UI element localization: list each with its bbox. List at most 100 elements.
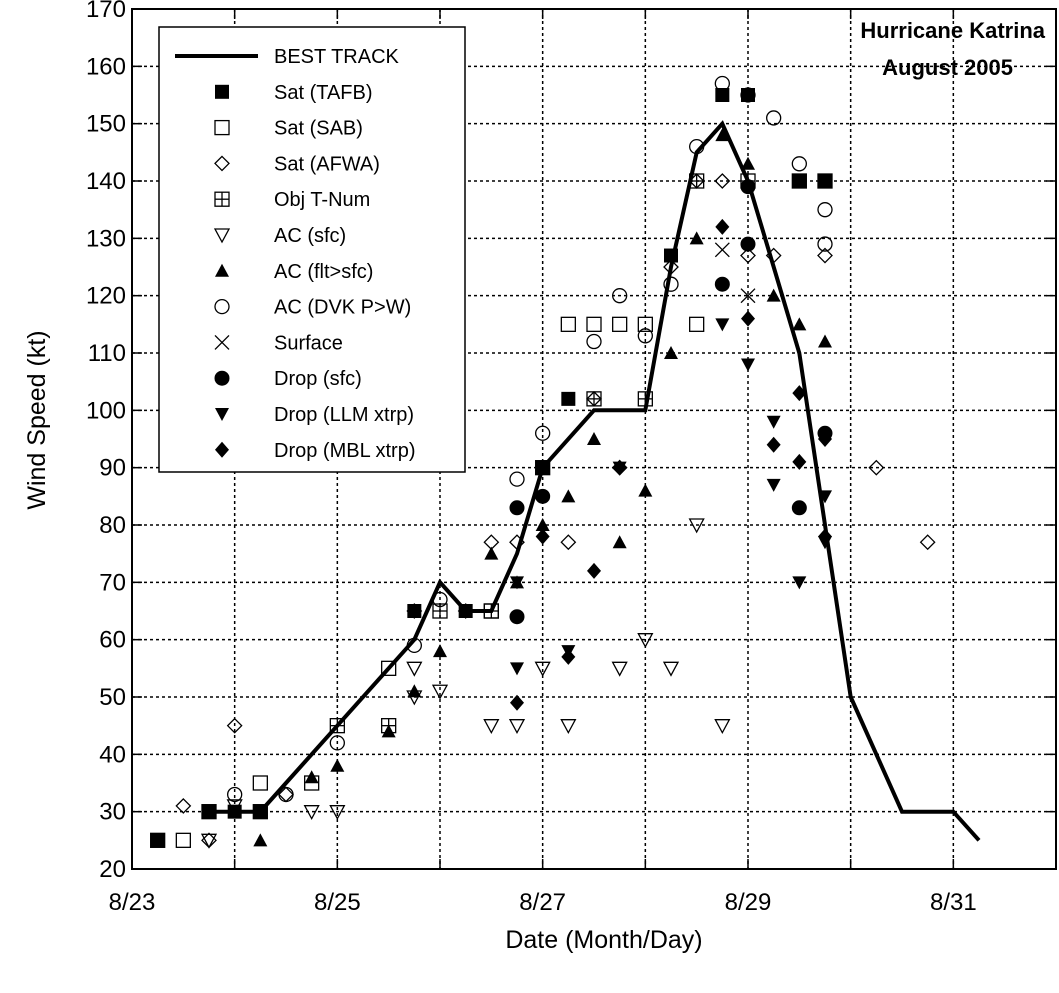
chart-title-line-2: August 2005 bbox=[882, 55, 1013, 80]
legend-item-obj-t-num: Obj T-Num bbox=[214, 189, 370, 211]
drop-mbl-xtrp-point bbox=[818, 528, 832, 545]
legend-item-best-track: BEST TRACK bbox=[175, 46, 400, 68]
y-tick-label: 50 bbox=[99, 684, 126, 711]
ac-sfc-point bbox=[431, 684, 449, 700]
drop-mbl-xtrp-point bbox=[766, 436, 781, 453]
drop-sfc-point bbox=[535, 488, 551, 504]
ac-sfc-point bbox=[637, 633, 654, 649]
y-tick-label: 40 bbox=[99, 741, 126, 768]
ac-sfc-point bbox=[303, 805, 320, 821]
y-tick-label: 100 bbox=[86, 397, 126, 424]
legend-swatch bbox=[214, 191, 230, 207]
ac-flt-sfc-point bbox=[741, 156, 755, 170]
obj-t-num-point bbox=[535, 460, 551, 476]
legend-label: AC (flt>sfc) bbox=[274, 261, 373, 283]
sat-tafb-point bbox=[458, 604, 473, 618]
legend-label: Sat (TAFB) bbox=[274, 82, 373, 104]
legend-swatch bbox=[215, 441, 229, 458]
y-tick-label: 90 bbox=[99, 455, 126, 482]
drop-llm-xtrp-point bbox=[741, 358, 755, 372]
ac-flt-sfc-point bbox=[535, 518, 550, 531]
obj-t-num-point bbox=[817, 173, 833, 189]
sat-afwa-point bbox=[765, 247, 782, 264]
sat-afwa-point bbox=[175, 798, 192, 814]
ac-dvk-p-w-point bbox=[817, 202, 833, 218]
obj-t-num-point bbox=[791, 173, 807, 189]
x-tick-label: 8/23 bbox=[109, 889, 156, 916]
sat-afwa-point bbox=[714, 173, 731, 189]
ac-flt-sfc-point bbox=[407, 684, 422, 698]
y-tick-label: 170 bbox=[86, 0, 126, 23]
drop-sfc-point bbox=[714, 276, 730, 292]
sat-afwa-point bbox=[817, 247, 833, 264]
sat-sab-point bbox=[689, 316, 705, 332]
legend-item-drop-mbl-xtrp: Drop (MBL xtrp) bbox=[215, 440, 416, 462]
obj-t-num-point bbox=[689, 173, 705, 189]
drop-mbl-xtrp-point bbox=[612, 459, 627, 476]
legend-item-sat-sab: Sat (SAB) bbox=[214, 118, 363, 140]
x-tick-label: 8/31 bbox=[930, 889, 977, 916]
ac-sfc-point bbox=[226, 799, 243, 815]
sat-afwa-point bbox=[740, 247, 756, 264]
drop-mbl-xtrp-point bbox=[792, 453, 807, 470]
drop-llm-xtrp-point bbox=[510, 662, 524, 676]
chart-title-line-1: Hurricane Katrina bbox=[860, 18, 1045, 43]
series-sat-sab bbox=[150, 316, 705, 848]
ac-sfc-point bbox=[714, 719, 731, 735]
ac-dvk-p-w-point bbox=[740, 87, 756, 103]
series-drop-sfc bbox=[509, 179, 833, 625]
ac-flt-sfc-point bbox=[330, 758, 345, 772]
drop-mbl-xtrp-point bbox=[741, 310, 755, 327]
drop-llm-xtrp-point bbox=[818, 490, 832, 504]
sat-afwa-point bbox=[868, 459, 885, 476]
ac-dvk-p-w-point bbox=[714, 75, 730, 92]
ac-sfc-point bbox=[483, 719, 500, 735]
ac-dvk-p-w-point bbox=[535, 425, 551, 441]
ac-sfc-point bbox=[560, 719, 577, 735]
sat-sab-point bbox=[150, 832, 166, 848]
drop-llm-xtrp-point bbox=[715, 318, 730, 332]
drop-llm-xtrp-point bbox=[766, 478, 781, 492]
legend-swatch bbox=[214, 298, 230, 315]
sat-afwa-point bbox=[663, 259, 679, 275]
ac-dvk-p-w-point bbox=[663, 276, 679, 292]
series-ac-sfc bbox=[200, 518, 731, 849]
ac-flt-sfc-point bbox=[664, 346, 678, 359]
grid bbox=[131, 9, 1056, 869]
series-ac-dvk-p-w bbox=[227, 75, 833, 803]
ac-flt-sfc-point bbox=[612, 535, 627, 549]
sat-afwa-point bbox=[560, 534, 577, 551]
obj-t-num-point bbox=[329, 718, 345, 734]
ac-dvk-p-w-point bbox=[817, 236, 833, 252]
legend-item-drop-llm-xtrp: Drop (LLM xtrp) bbox=[215, 404, 414, 426]
legend-item-sat-tafb: Sat (TAFB) bbox=[215, 82, 373, 104]
ac-dvk-p-w-point bbox=[612, 288, 628, 304]
legend-label: Drop (LLM xtrp) bbox=[274, 404, 414, 426]
legend-label: Obj T-Num bbox=[274, 189, 370, 211]
y-tick-label: 80 bbox=[99, 512, 126, 539]
legend-swatch bbox=[215, 84, 229, 99]
series-best-track-line bbox=[209, 120, 981, 842]
legend-box bbox=[158, 26, 466, 473]
ac-flt-sfc-point bbox=[818, 334, 832, 348]
drop-llm-xtrp-point bbox=[792, 576, 807, 590]
series-drop-llm-xtrp bbox=[510, 318, 832, 676]
sat-tafb-point bbox=[150, 833, 165, 848]
drop-mbl-xtrp-point bbox=[715, 218, 730, 235]
sat-afwa-point bbox=[201, 832, 217, 849]
x-tick-labels: 8/23 8/25 8/27 8/29 8/31 bbox=[109, 889, 977, 916]
sat-sab-point bbox=[560, 316, 576, 332]
y-tick-label: 130 bbox=[86, 225, 126, 252]
y-tick-label: 150 bbox=[86, 111, 126, 138]
ac-dvk-p-w-point bbox=[586, 333, 602, 350]
y-tick-label: 160 bbox=[86, 53, 126, 80]
drop-sfc-point bbox=[740, 236, 756, 252]
sat-tafb-point bbox=[407, 604, 422, 618]
ac-flt-sfc-point bbox=[381, 724, 396, 738]
drop-mbl-xtrp-point bbox=[818, 431, 832, 447]
legend-item-ac-dvk-p-w: AC (DVK P>W) bbox=[214, 297, 411, 319]
obj-t-num-point bbox=[201, 804, 217, 820]
ac-dvk-p-w-point bbox=[432, 591, 448, 608]
legend-label: Drop (sfc) bbox=[274, 368, 362, 390]
